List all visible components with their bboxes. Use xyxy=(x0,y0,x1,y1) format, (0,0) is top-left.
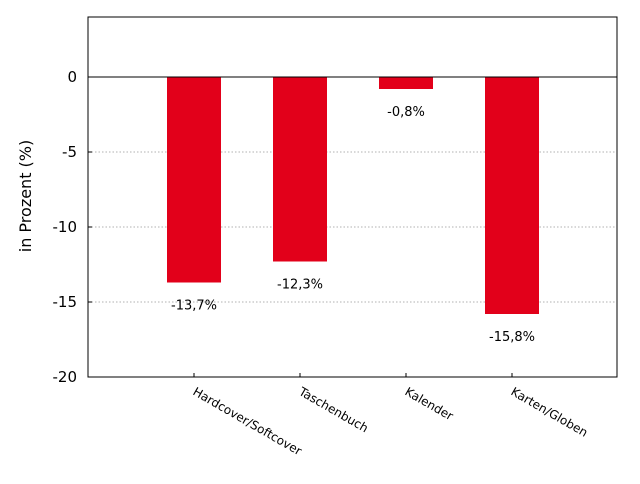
y-tick-label: 0 xyxy=(67,68,77,86)
x-tick-label: Hardcover/Softcover xyxy=(191,384,305,458)
axis-layer xyxy=(87,16,618,378)
y-tick-label: -20 xyxy=(53,368,78,386)
x-tick-label: Kalender xyxy=(403,384,456,423)
data-label: -12,3% xyxy=(277,278,323,293)
bar xyxy=(167,77,221,283)
bar xyxy=(485,77,539,314)
bar-layer xyxy=(167,77,539,314)
bar xyxy=(379,77,433,89)
plot-frame xyxy=(87,16,618,378)
y-tick-label: -15 xyxy=(53,293,78,311)
x-tick-label: Taschenbuch xyxy=(296,384,371,435)
data-label: -0,8% xyxy=(387,105,425,120)
y-axis-label: in Prozent (%) xyxy=(16,140,35,252)
y-tick-label: -10 xyxy=(53,218,78,236)
x-tick-label: Karten/Globen xyxy=(509,384,591,439)
data-label: -15,8% xyxy=(489,330,535,345)
y-tick-label: -5 xyxy=(62,143,77,161)
data-label: -13,7% xyxy=(171,299,217,314)
bar xyxy=(273,77,327,262)
